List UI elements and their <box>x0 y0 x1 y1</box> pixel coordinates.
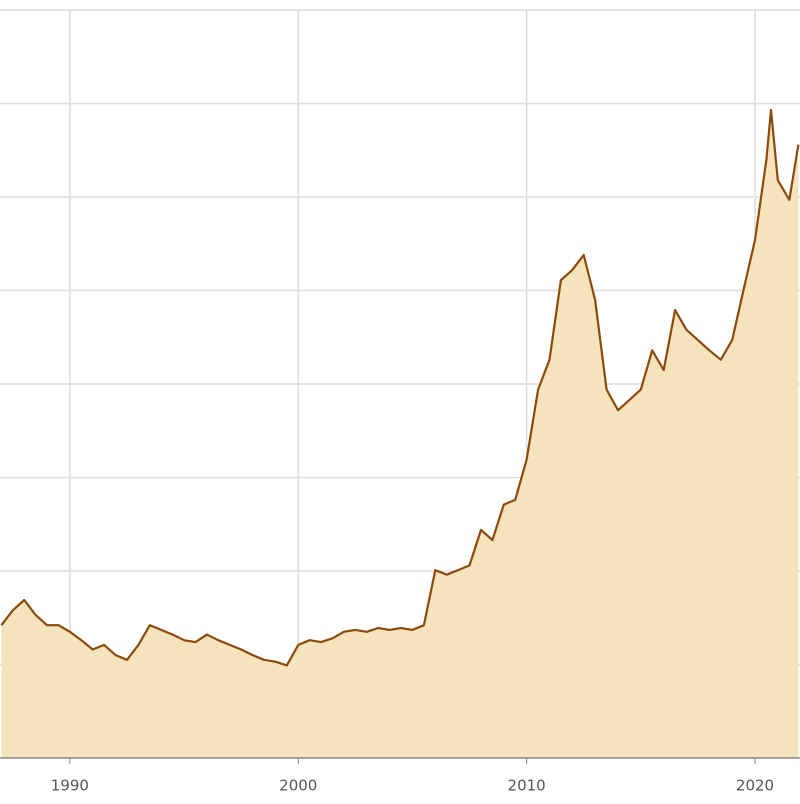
x-tick-label: 2020 <box>736 777 774 795</box>
x-tick-label: 2010 <box>508 777 546 795</box>
x-tick-label: 2000 <box>279 777 317 795</box>
area-fill <box>1 110 799 758</box>
price-line <box>0 108 800 667</box>
x-tick-label: 1990 <box>51 777 89 795</box>
